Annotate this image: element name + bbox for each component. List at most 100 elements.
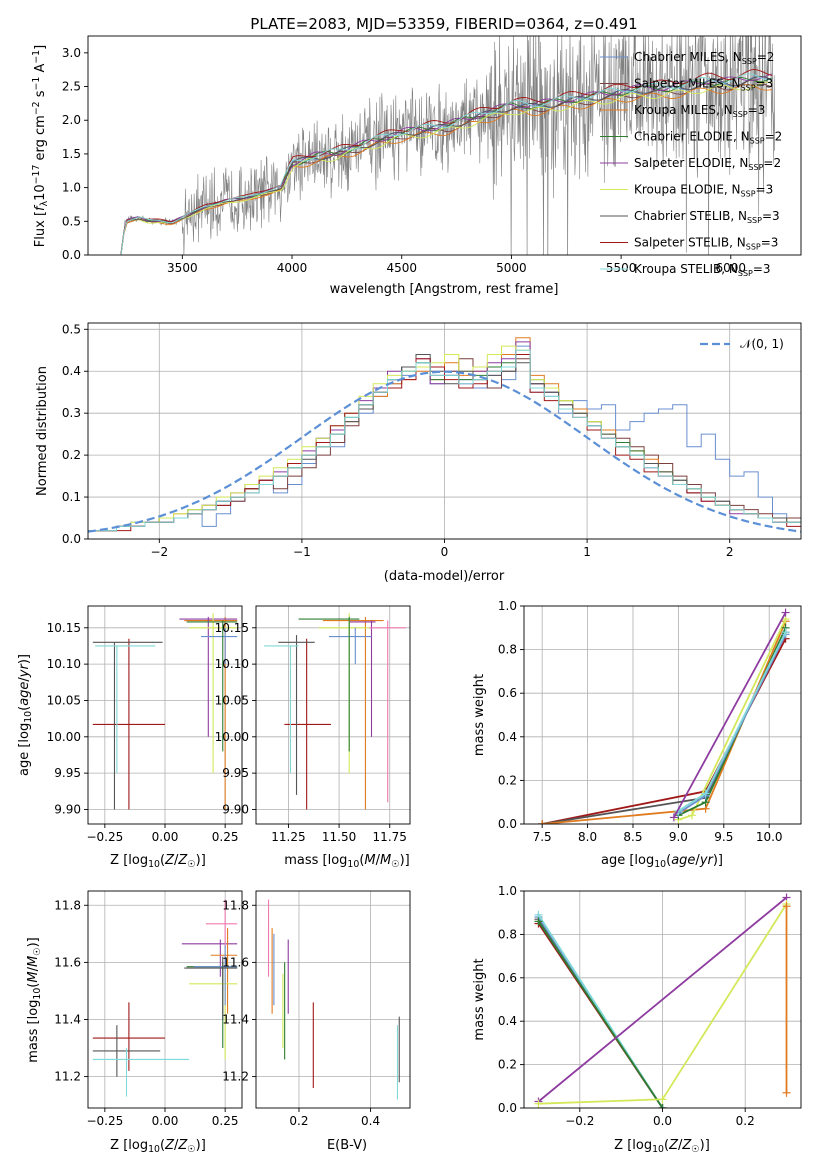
x-tick-label: 11.75 [373,830,407,844]
x-axis-label: wavelength [Angstrom, rest frame] [330,282,559,297]
legend-label: Kroupa ELODIE, NSSP=3 [634,183,773,199]
errorbar-plot-area [264,613,406,810]
legend-label: Chabrier MILES, NSSP=2 [634,50,774,66]
y-tick-label: 9.95 [54,766,81,780]
panel-spectrum: 3500 4000 4500 5000 5500 6000 0.0 0.5 1.0 1.5 2.0 2… [31,35,802,297]
x-axis-label: Z [log10(Z/Z☉)] [110,1138,206,1155]
y-tick-label: 9.90 [54,802,81,816]
y-tick-label: 11.4 [54,1012,81,1026]
y-tick-label: 0.0 [62,248,81,262]
y-tick-label: 10.00 [215,730,249,744]
weight-series-line [537,920,664,1108]
y-tick-label: 0.4 [498,1014,517,1028]
x-tick-label: 0.2 [736,1114,755,1128]
y-tick-label: 9.95 [222,766,249,780]
y-tick-label: 2.5 [62,80,81,94]
y-tick-label: 11.8 [54,898,81,912]
x-axis-label: E(B-V) [327,1138,367,1153]
y-axis-label: Flux [fλ10−17 erg cm−2 s−1 A−1] [31,45,50,247]
y-tick-label: 3.0 [62,46,81,60]
y-tick-label: 11.8 [222,898,249,912]
panel-weight-vs-age: 7.5 8.0 8.5 9.0 9.5 10.0 0.0 0.2 0.4 0.6 0.8 1.0 mas… [472,599,802,870]
residual-histogram [88,349,801,539]
y-tick-label: 1.5 [62,147,81,161]
x-tick-label: −2 [150,545,168,559]
y-tick-label: 0.5 [62,214,81,228]
axes-frame [523,605,802,825]
errorbar-plot-area [92,613,238,810]
y-axis-label: mass weight [472,958,487,1040]
x-tick-label: −0.2 [565,1114,594,1128]
x-tick-label: 0.2 [289,1114,308,1128]
y-tick-label: 10.10 [47,657,81,671]
x-tick-label: 9.5 [714,830,733,844]
x-tick-label: 2 [726,545,734,559]
y-tick-label: 0.0 [498,817,517,831]
x-tick-label: 4500 [386,261,417,275]
y-tick-label: 10.15 [47,621,81,635]
y-tick-label: 2.0 [62,113,81,127]
y-tick-label: 10.15 [215,621,249,635]
y-tick-label: 9.90 [222,802,249,816]
x-tick-label: 0 [441,545,449,559]
errorbar-plot-area [267,899,400,1100]
x-tick-label: −1 [293,545,311,559]
x-axis-label: Z [log10(Z/Z☉)] [110,853,206,870]
panel-weight-vs-Z: −0.2 0.0 0.2 0.0 0.2 0.4 0.6 0.8 1.0 mass weight Z… [472,884,802,1155]
weight-series-line [542,638,787,824]
legend-label: Salpeter MILES, NSSP=3 [634,77,773,93]
y-tick-label: 0.1 [62,490,81,504]
weight-plot-area [538,608,790,824]
x-tick-label: 7.5 [533,830,552,844]
y-tick-label: 0.5 [62,322,81,336]
x-tick-label: 11.25 [271,830,305,844]
x-tick-label: 0.00 [152,1114,179,1128]
x-tick-label: 1 [583,545,591,559]
x-tick-label: 0.0 [653,1114,672,1128]
y-axis-label: age [log10(age/yr)] [17,654,34,776]
x-tick-label: 0.00 [152,830,179,844]
x-axis-label: Z [log10(Z/Z☉)] [614,1138,710,1155]
y-tick-label: 10.05 [215,693,249,707]
x-tick-label: 6000 [716,261,747,275]
panel-mass-vs-Z: −0.25 0.00 0.25 11.2 11.4 11.6 11.8 Z [log10(Z/… [26,890,243,1155]
panel-age-vs-mass: 11.25 11.50 11.75 9.90 9.95 10.00 10.05 10.10 10… [215,605,411,870]
y-tick-label: 0.4 [498,730,517,744]
weight-series-line [542,620,787,824]
x-tick-label: 8.0 [578,830,597,844]
y-tick-label: 11.2 [222,1070,249,1084]
x-tick-label: 9.0 [669,830,688,844]
x-tick-label: −0.25 [86,830,123,844]
weight-plot-area [534,893,791,1108]
residual-plot-area [88,337,801,539]
legend-label: Kroupa MILES, NSSP=3 [634,103,765,119]
axes-frame [255,605,411,825]
x-axis-label: (data-model)/error [384,569,505,584]
y-tick-label: 11.2 [54,1070,81,1084]
y-tick-label: 10.05 [47,693,81,707]
y-tick-label: 0.3 [62,406,81,420]
y-tick-label: 0.2 [498,1058,517,1072]
axes-frame [255,890,411,1109]
x-tick-label: 4000 [277,261,308,275]
errorbar-plot-area [92,899,238,1097]
legend-label: Salpeter STELIB, NSSP=3 [634,236,778,252]
panel-residuals: −2 −1 0 1 2 0.0 0.1 0.2 0.3 0.4 0.5 (data-model)/er… [35,322,802,584]
observed-spectrum-line [122,36,775,255]
x-tick-label: 10.0 [756,830,783,844]
model-spectrum-line [120,73,773,255]
legend-label: Chabrier STELIB, NSSP=3 [634,209,780,225]
weight-series-line [542,631,787,824]
y-tick-label: 0.6 [498,686,517,700]
panel-age-vs-Z: −0.25 0.00 0.25 9.90 9.95 10.00 10.05 10.10 10.1… [17,605,243,870]
figure-title: PLATE=2083, MJD=53359, FIBERID=0364, z=0… [250,15,637,33]
y-tick-label: 0.8 [498,643,517,657]
x-tick-label: 0.25 [212,1114,239,1128]
x-tick-label: 0.25 [212,830,239,844]
y-tick-label: 10.10 [215,657,249,671]
legend-label: Salpeter ELODIE, NSSP=2 [634,156,781,172]
y-axis-label: mass weight [472,674,487,756]
x-tick-label: 0.4 [361,1114,380,1128]
x-axis-label: age [log10(age/yr)] [601,853,723,870]
panel-mass-vs-EBV: 0.2 0.4 11.2 11.4 11.6 11.8 E(B-V) [222,890,411,1153]
